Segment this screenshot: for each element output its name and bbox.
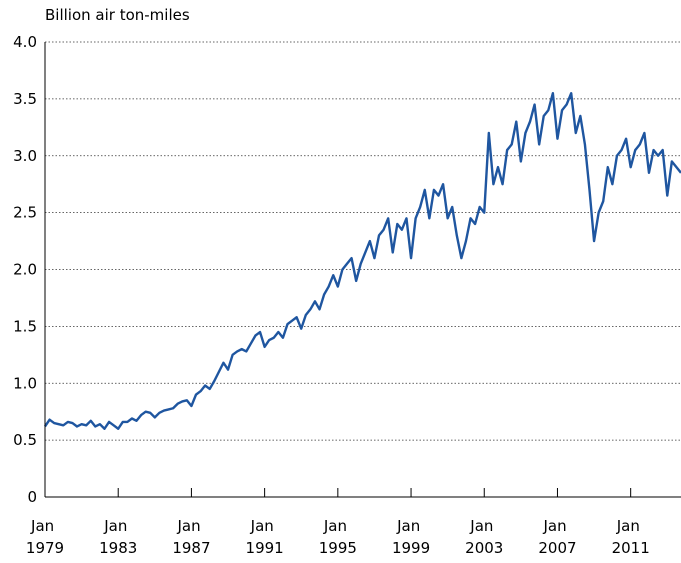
- y-tick-label: 0.5: [13, 431, 37, 449]
- plot: [44, 91, 681, 430]
- grid: [45, 41, 681, 441]
- x-tick-label: Jan 1995: [319, 517, 357, 557]
- x-tick-label: Jan 1983: [99, 517, 137, 557]
- x-tick-label: Jan 2007: [538, 517, 576, 557]
- y-tick-label: 2.5: [13, 204, 37, 222]
- x-tick-label: Jan 1999: [392, 517, 430, 557]
- y-tick-label: 3.0: [13, 147, 37, 165]
- y-tick-label: 0: [27, 488, 37, 506]
- y-tick-label: 3.5: [13, 90, 37, 108]
- data-line: [44, 91, 681, 430]
- y-tick-label: 1.0: [13, 374, 37, 392]
- x-tick-label: Jan 1991: [246, 517, 284, 557]
- y-axis-label: Billion air ton-miles: [45, 6, 190, 24]
- x-tick-label: Jan 1987: [172, 517, 210, 557]
- y-tick-label: 1.5: [13, 317, 37, 335]
- x-tick-label: Jan 2003: [465, 517, 503, 557]
- y-tick-label: 4.0: [13, 33, 37, 51]
- x-tick-label: Jan 2011: [612, 517, 650, 557]
- y-tick-label: 2.0: [13, 261, 37, 279]
- x-tick-label: Jan 1979: [26, 517, 64, 557]
